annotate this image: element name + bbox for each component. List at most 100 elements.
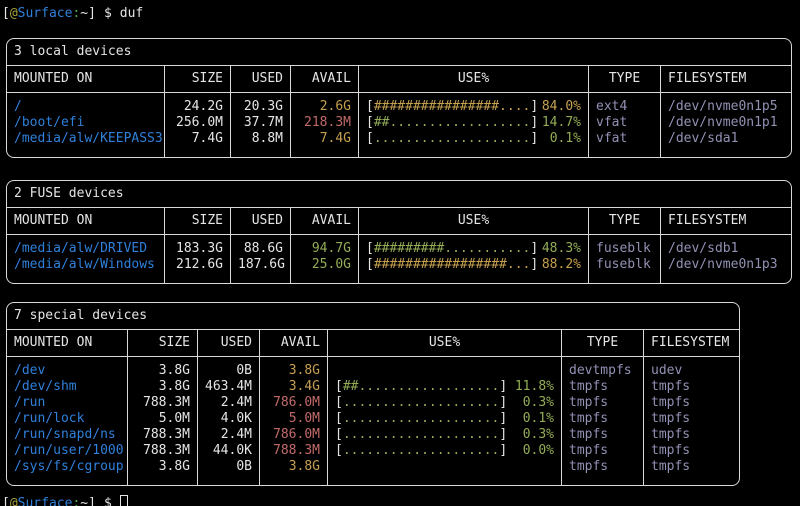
usage-bar-cell bbox=[328, 357, 562, 379]
used-cell: 37.7M bbox=[231, 115, 291, 131]
usage-bar: ################.... bbox=[373, 99, 531, 114]
avail-cell: 788.3M bbox=[260, 443, 328, 459]
avail-cell: 2.6G bbox=[291, 93, 359, 115]
filesystem-cell: tmpfs bbox=[651, 411, 691, 426]
usage-bar-bracket: [ bbox=[335, 443, 343, 458]
usage-bar-bracket: [ bbox=[366, 131, 374, 146]
column-header-filesystem: FILESYSTEM bbox=[661, 208, 791, 235]
usage-bar: ##.................. bbox=[373, 115, 531, 130]
mount-point-cell: /run/user/1000 bbox=[7, 443, 128, 459]
filesystem-cell: /dev/nvme0n1p5 bbox=[668, 99, 778, 114]
column-header-avail: AVAIL bbox=[260, 330, 328, 357]
usage-bar: #################... bbox=[373, 257, 531, 272]
duf-table-local-devices: 3 local devices MOUNTED ON SIZE USED AVAIL U… bbox=[6, 38, 792, 158]
mount-point-cell: /dev/shm bbox=[7, 379, 128, 395]
column-header-size: SIZE bbox=[165, 208, 231, 235]
filesystem-cell: tmpfs bbox=[651, 395, 691, 410]
usage-bar-cell: [#########...........] 48.3% bbox=[359, 235, 589, 257]
usage-bar: ##.................. bbox=[342, 379, 500, 394]
used-cell: 463.4M bbox=[198, 379, 260, 395]
size-cell: 3.8G bbox=[128, 459, 198, 485]
duf-table-special-devices: 7 special devices MOUNTED ON SIZE USED AVAI… bbox=[6, 302, 740, 486]
column-header-used: USED bbox=[231, 208, 291, 235]
usage-percent: 0.1% bbox=[522, 411, 554, 426]
usage-bar-bracket: [ bbox=[335, 411, 343, 426]
type-cell: fuseblk bbox=[589, 235, 661, 257]
mount-point-cell: /run bbox=[7, 395, 128, 411]
mount-point-cell: /run/snapd/ns bbox=[7, 427, 128, 443]
column-header-filesystem: FILESYSTEM bbox=[644, 330, 739, 357]
mount-point-cell: /run/lock bbox=[7, 411, 128, 427]
avail-cell: 94.7G bbox=[291, 235, 359, 257]
table-title: 2 FUSE devices bbox=[7, 181, 791, 208]
type-cell: vfat bbox=[589, 115, 661, 131]
usage-bar-bracket: [ bbox=[335, 427, 343, 442]
column-header-type: TYPE bbox=[589, 208, 661, 235]
usage-bar-bracket: ] bbox=[530, 131, 539, 146]
used-cell: 0B bbox=[198, 357, 260, 379]
used-cell: 44.0K bbox=[198, 443, 260, 459]
column-header-type: TYPE bbox=[589, 66, 661, 93]
column-header-size: SIZE bbox=[128, 330, 198, 357]
prompt-path: ~ bbox=[80, 6, 89, 21]
usage-bar-bracket: [ bbox=[335, 395, 343, 410]
duf-table-fuse-devices: 2 FUSE devices MOUNTED ON SIZE USED AVAIL US… bbox=[6, 180, 792, 284]
avail-cell: 25.0G bbox=[291, 257, 359, 283]
usage-bar: .................... bbox=[342, 411, 500, 426]
type-cell: tmpfs bbox=[562, 427, 644, 443]
avail-cell: 3.8G bbox=[260, 357, 328, 379]
size-cell: 3.8G bbox=[128, 357, 198, 379]
usage-bar-cell: [################....] 84.0% bbox=[359, 93, 589, 115]
filesystem-cell: udev bbox=[651, 363, 683, 378]
usage-bar: #########........... bbox=[373, 241, 531, 256]
avail-cell: 786.0M bbox=[260, 427, 328, 443]
type-cell: devtmpfs bbox=[562, 357, 644, 379]
usage-bar-bracket: ] bbox=[499, 379, 508, 394]
usage-bar-bracket: [ bbox=[366, 115, 374, 130]
usage-bar-cell bbox=[328, 459, 562, 485]
prompt-colon: : bbox=[72, 496, 81, 506]
usage-bar-bracket: ] bbox=[530, 241, 539, 256]
column-header-use: USE% bbox=[328, 330, 562, 357]
prompt-at-sign: @ bbox=[9, 6, 18, 21]
prompt-at-sign: @ bbox=[9, 496, 18, 506]
prompt-line-bottom: [@Surface:~] $ bbox=[2, 495, 798, 506]
avail-cell: 5.0M bbox=[260, 411, 328, 427]
used-cell: 88.6G bbox=[231, 235, 291, 257]
usage-bar-cell: [....................] 0.1% bbox=[328, 411, 562, 427]
usage-bar-cell: [##..................] 11.8% bbox=[328, 379, 562, 395]
prompt-hostname: Surface bbox=[17, 496, 73, 506]
column-header-used: USED bbox=[198, 330, 260, 357]
usage-bar: .................... bbox=[342, 427, 500, 442]
terminal-screen[interactable]: [@Surface:~] $ duf 3 local devices MOUNTED… bbox=[2, 6, 798, 506]
used-cell: 20.3G bbox=[231, 93, 291, 115]
size-cell: 5.0M bbox=[128, 411, 198, 427]
filesystem-cell: tmpfs bbox=[651, 459, 691, 474]
usage-bar: .................... bbox=[342, 443, 500, 458]
used-cell: 8.8M bbox=[231, 131, 291, 157]
usage-percent: 88.2% bbox=[541, 257, 581, 272]
column-header-mounted-on: MOUNTED ON bbox=[7, 66, 165, 93]
usage-percent: 11.8% bbox=[514, 379, 554, 394]
type-cell: tmpfs bbox=[562, 459, 644, 485]
usage-percent: 0.0% bbox=[522, 443, 554, 458]
usage-bar: .................... bbox=[373, 131, 531, 146]
type-cell: tmpfs bbox=[562, 411, 644, 427]
size-cell: 212.6G bbox=[165, 257, 231, 283]
usage-bar-bracket: ] bbox=[499, 443, 508, 458]
usage-bar-bracket: [ bbox=[335, 379, 343, 394]
usage-bar-cell: [##..................] 14.7% bbox=[359, 115, 589, 131]
prompt-line-top: [@Surface:~] $ duf bbox=[2, 6, 798, 22]
usage-bar-cell: [....................] 0.3% bbox=[328, 427, 562, 443]
filesystem-cell: /dev/nvme0n1p1 bbox=[668, 115, 778, 130]
type-cell: vfat bbox=[589, 131, 661, 157]
usage-percent: 0.3% bbox=[522, 427, 554, 442]
filesystem-cell: /dev/sdb1 bbox=[668, 241, 739, 256]
usage-bar-bracket: ] bbox=[530, 99, 539, 114]
terminal-cursor[interactable] bbox=[119, 495, 128, 506]
column-header-avail: AVAIL bbox=[291, 66, 359, 93]
usage-bar-bracket: ] bbox=[499, 427, 508, 442]
usage-bar-cell: [....................] 0.0% bbox=[328, 443, 562, 459]
mount-point-cell: /media/alw/KEEPASS3 bbox=[7, 131, 165, 157]
mount-point-cell: /media/alw/DRIVED bbox=[7, 235, 165, 257]
